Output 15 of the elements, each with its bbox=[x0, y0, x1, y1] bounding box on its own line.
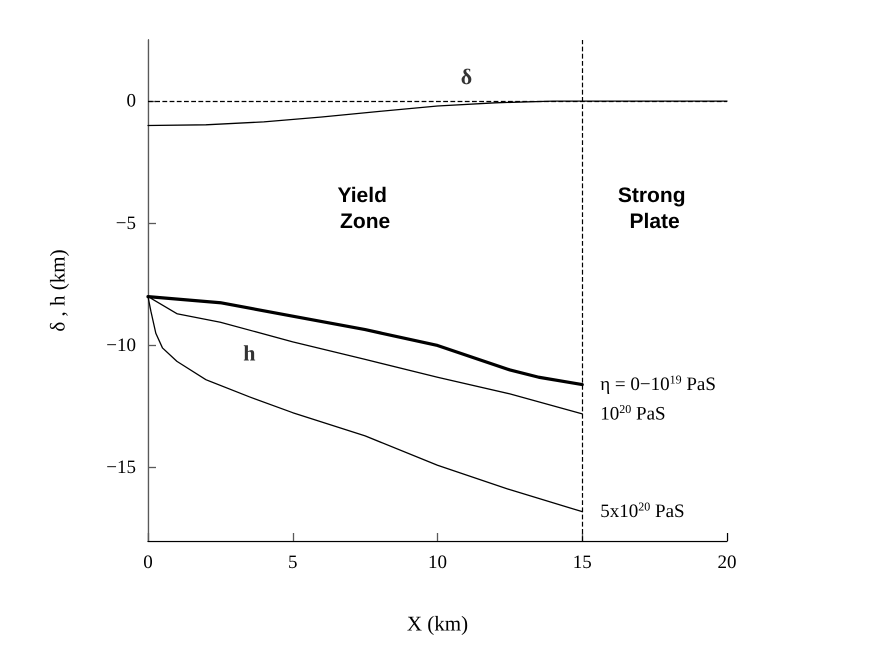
annotation: h bbox=[243, 340, 256, 366]
y-tick-label: −10 bbox=[106, 334, 136, 356]
y-tick-label: −5 bbox=[116, 212, 136, 234]
x-tick-label: 15 bbox=[572, 552, 592, 573]
x-tick-label: 20 bbox=[718, 552, 736, 573]
y-axis-title: δ , h (km) bbox=[46, 249, 70, 332]
x-tick-label: 5 bbox=[288, 552, 298, 573]
band-label: Strong Plate bbox=[618, 184, 692, 233]
y-tick-label: 0 bbox=[126, 90, 136, 112]
x-tick-label: 0 bbox=[143, 552, 153, 573]
band-label: Yield Zone bbox=[338, 184, 393, 233]
x-tick-label: 10 bbox=[428, 552, 447, 573]
y-tick-label: −15 bbox=[106, 457, 136, 478]
annotation: δ bbox=[460, 64, 472, 90]
x-axis-title: X (km) bbox=[406, 612, 468, 636]
